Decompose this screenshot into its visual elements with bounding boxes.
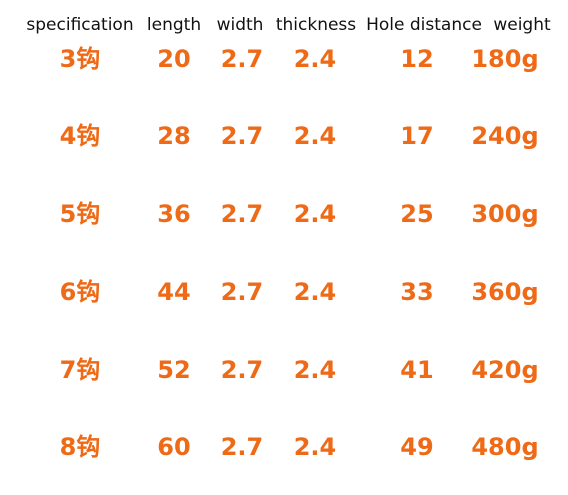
table-cell: 2.7 <box>221 122 264 150</box>
table-cell: 4钩 <box>60 122 101 150</box>
table-cell: 12 <box>400 45 433 73</box>
table-cell: 44 <box>157 278 190 306</box>
table-cell: 2.7 <box>221 356 264 384</box>
table-cell: 2.7 <box>221 433 264 461</box>
table-cell: 240g <box>471 122 538 150</box>
table-cell: 33 <box>400 278 433 306</box>
table-cell: 8钩 <box>60 433 101 461</box>
table-cell: 7钩 <box>60 356 101 384</box>
table-cell: 360g <box>471 278 538 306</box>
table-cell: 2.4 <box>294 122 337 150</box>
table-cell: 5钩 <box>60 200 101 228</box>
table-cell: 36 <box>157 200 190 228</box>
table-cell: 2.7 <box>221 200 264 228</box>
table-cell: 20 <box>157 45 190 73</box>
table-cell: 2.4 <box>294 433 337 461</box>
table-cell: 3钩 <box>60 45 101 73</box>
table-cell: 420g <box>471 356 538 384</box>
table-cell: 180g <box>471 45 538 73</box>
table-cell: 28 <box>157 122 190 150</box>
table-cell: 300g <box>471 200 538 228</box>
table-cell: 52 <box>157 356 190 384</box>
column-header: Hole distance <box>366 15 482 35</box>
table-cell: 17 <box>400 122 433 150</box>
column-header: width <box>217 15 264 35</box>
table-cell: 49 <box>400 433 433 461</box>
table-cell: 2.4 <box>294 200 337 228</box>
column-header: specification <box>26 15 133 35</box>
table-cell: 480g <box>471 433 538 461</box>
table-cell: 2.7 <box>221 45 264 73</box>
table-cell: 2.4 <box>294 356 337 384</box>
table-cell: 2.7 <box>221 278 264 306</box>
table-cell: 6钩 <box>60 278 101 306</box>
table-cell: 2.4 <box>294 278 337 306</box>
column-header: weight <box>493 15 551 35</box>
table-cell: 2.4 <box>294 45 337 73</box>
table-cell: 60 <box>157 433 190 461</box>
column-header: thickness <box>276 15 356 35</box>
table-cell: 25 <box>400 200 433 228</box>
table-cell: 41 <box>400 356 433 384</box>
column-header: length <box>147 15 201 35</box>
